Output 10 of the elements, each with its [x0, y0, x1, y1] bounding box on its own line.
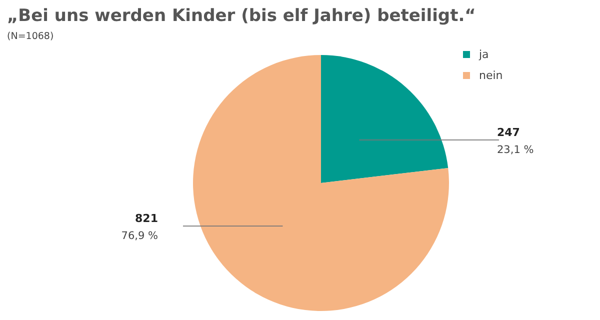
- data-label: 821: [135, 212, 158, 226]
- pie-slice: [321, 55, 448, 183]
- text: 76,9 %: [121, 230, 158, 242]
- text: 23,1 %: [497, 144, 534, 156]
- legend-label: nein: [479, 69, 503, 82]
- text: (N=1068): [7, 31, 54, 42]
- legend-label: ja: [478, 48, 489, 61]
- data-label: 247: [497, 126, 520, 139]
- pie-slice: [193, 55, 449, 311]
- chart-title: „Bei uns werden Kinder (bis elf Jahre) beteiligt.“: [7, 6, 476, 26]
